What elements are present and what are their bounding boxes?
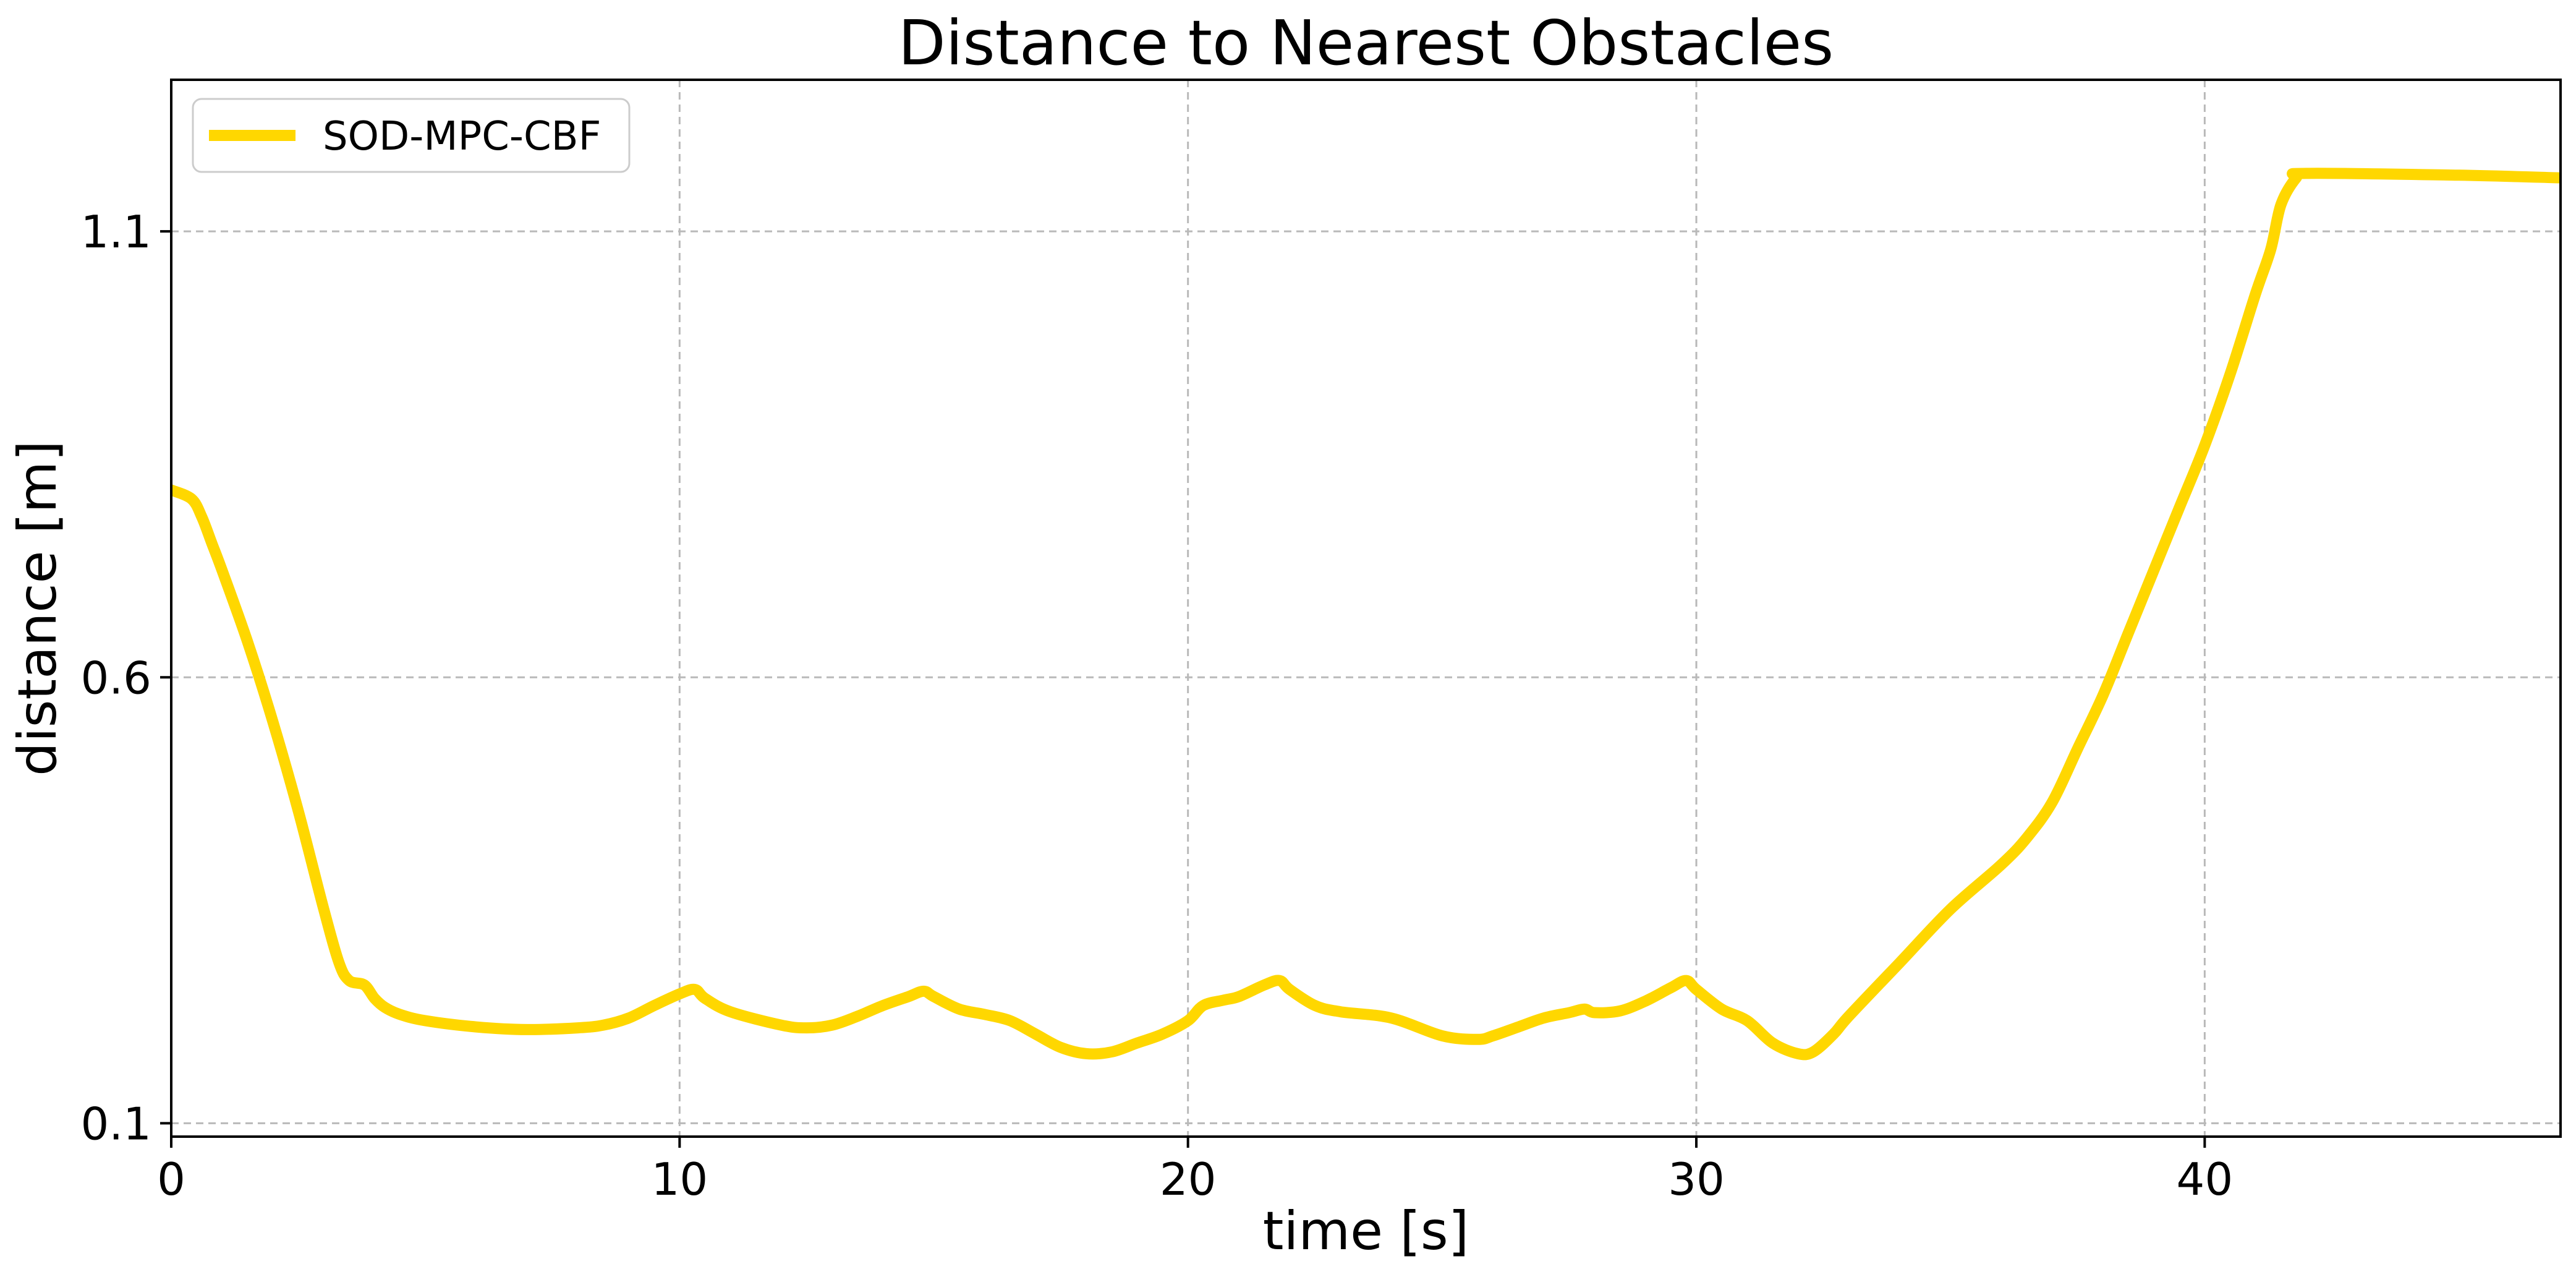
y-axis-label: distance [m] bbox=[7, 440, 69, 776]
series-line-sod-mpc-cbf bbox=[171, 173, 2561, 1054]
plot-frame bbox=[171, 80, 2561, 1137]
y-tick-label: 1.1 bbox=[80, 206, 151, 258]
series-layer bbox=[171, 173, 2561, 1054]
x-tick-label: 0 bbox=[157, 1153, 185, 1205]
x-axis-label: time [s] bbox=[1263, 1200, 1469, 1262]
axis-ticks: 0 10 20 30 40 0.1 0.6 1.1 bbox=[80, 206, 2233, 1205]
grid-layer bbox=[171, 80, 2561, 1137]
legend-label: SOD-MPC-CBF bbox=[323, 114, 601, 160]
legend: SOD-MPC-CBF bbox=[193, 99, 629, 172]
x-tick-label: 40 bbox=[2177, 1153, 2234, 1205]
y-tick-label: 0.6 bbox=[80, 652, 151, 704]
x-tick-label: 10 bbox=[652, 1153, 708, 1205]
x-tick-label: 20 bbox=[1160, 1153, 1217, 1205]
y-tick-label: 0.1 bbox=[80, 1098, 151, 1150]
x-tick-label: 30 bbox=[1668, 1153, 1725, 1205]
chart-title: Distance to Nearest Obstacles bbox=[898, 7, 1834, 79]
